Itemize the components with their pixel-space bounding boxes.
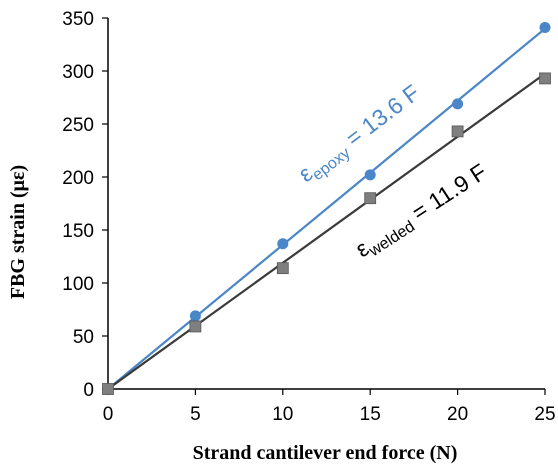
welded-data-point — [451, 125, 464, 138]
x-tick-label: 5 — [190, 404, 201, 425]
axes: 0 50 100 150 200 250 300 350 0 5 10 15 20 25 — [62, 9, 555, 425]
y-tick-label: 250 — [62, 115, 94, 136]
epoxy-data-point — [452, 98, 464, 110]
y-tick-label: 0 — [83, 380, 94, 401]
welded-subscript: welded — [365, 218, 418, 260]
welded-data-point — [102, 383, 114, 395]
welded-fit-line — [107, 72, 546, 390]
y-tick-label: 50 — [73, 327, 94, 348]
y-tick-label: 100 — [62, 274, 94, 295]
welded-data-point — [364, 192, 377, 205]
epoxy-data-point — [364, 169, 376, 181]
epoxy-data-point — [277, 238, 289, 250]
y-tick-label: 200 — [62, 168, 94, 189]
x-tick-label: 25 — [534, 404, 555, 425]
x-tick-label: 20 — [447, 404, 468, 425]
y-tick-label: 350 — [62, 9, 94, 30]
welded-data-point — [539, 72, 551, 85]
welded-data-point — [189, 320, 202, 333]
markers — [102, 22, 551, 395]
welded-data-point — [276, 262, 289, 275]
x-tick-label: 0 — [103, 404, 114, 425]
y-tick-label: 300 — [62, 62, 94, 83]
fit-lines — [107, 27, 546, 390]
epoxy-data-point — [539, 22, 551, 34]
y-tick-label: 150 — [62, 221, 94, 242]
x-axis-title: Strand cantilever end force (N) — [193, 442, 458, 464]
epoxy-fit-line — [107, 27, 546, 390]
epoxy-equation: = 13.6 F — [336, 79, 425, 155]
y-axis-title: FBG strain (με) — [7, 165, 29, 299]
x-tick-label: 15 — [360, 404, 381, 425]
x-tick-label: 10 — [272, 404, 293, 425]
epoxy-data-point — [189, 310, 201, 322]
welded-equation: = 11.9 F — [402, 158, 491, 229]
